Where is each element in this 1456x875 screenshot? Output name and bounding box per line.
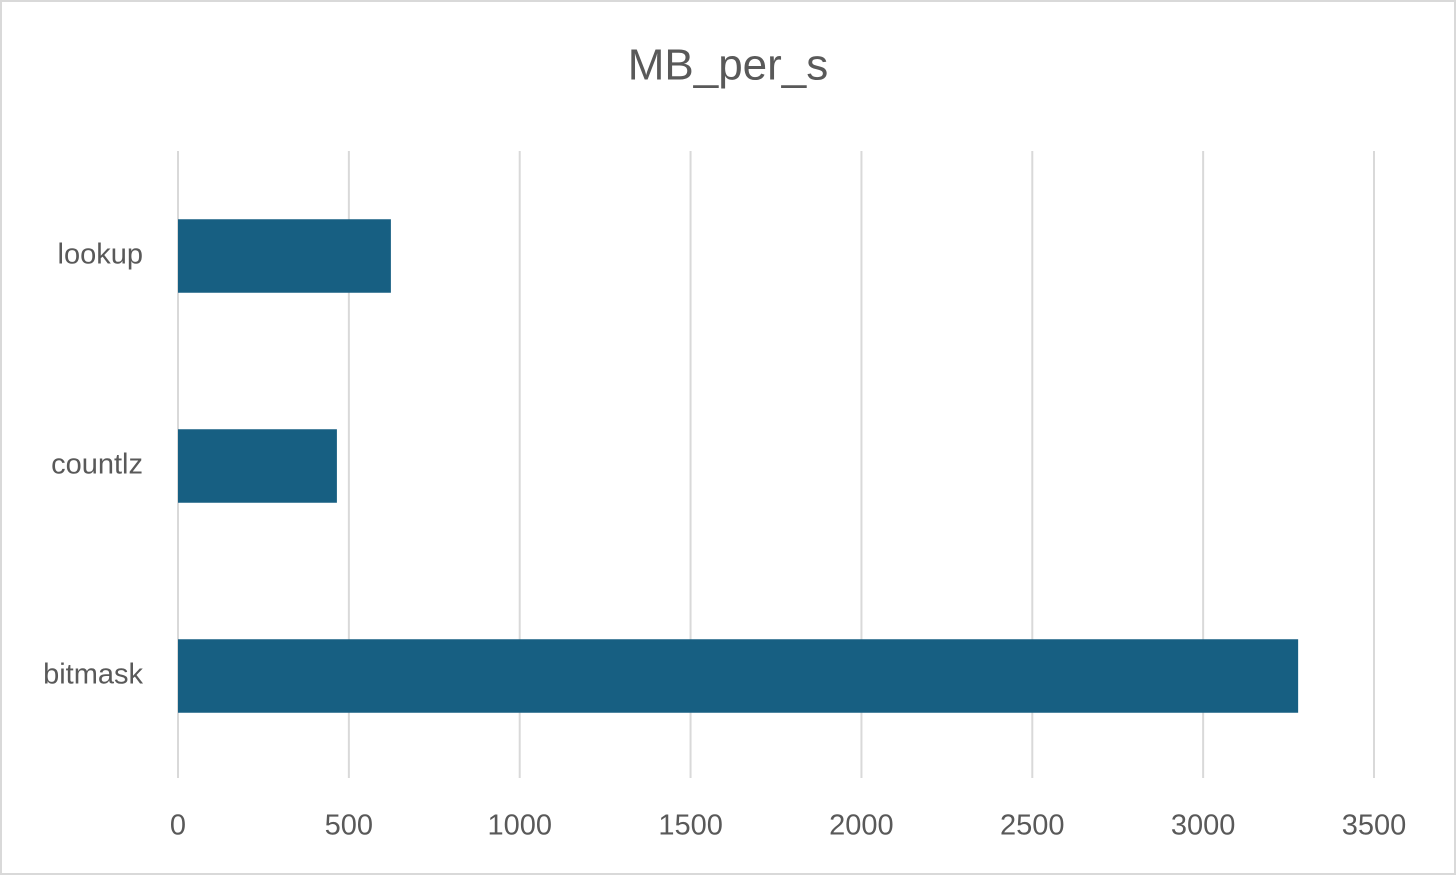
y-tick-label: bitmask xyxy=(43,659,143,691)
y-tick-label: countlz xyxy=(51,449,143,481)
x-tick-label: 3000 xyxy=(1171,810,1236,842)
bar xyxy=(178,219,391,293)
x-tick-label: 3500 xyxy=(1342,810,1407,842)
chart-title: MB_per_s xyxy=(628,41,829,90)
x-tick-label: 1000 xyxy=(487,810,552,842)
x-tick-label: 1500 xyxy=(658,810,723,842)
x-tick-label: 2000 xyxy=(829,810,894,842)
x-tick-label: 500 xyxy=(325,810,373,842)
x-tick-label: 2500 xyxy=(1000,810,1065,842)
bar xyxy=(178,639,1299,713)
x-tick-label: 0 xyxy=(170,810,186,842)
y-tick-label: lookup xyxy=(58,239,143,271)
bar xyxy=(178,429,337,503)
